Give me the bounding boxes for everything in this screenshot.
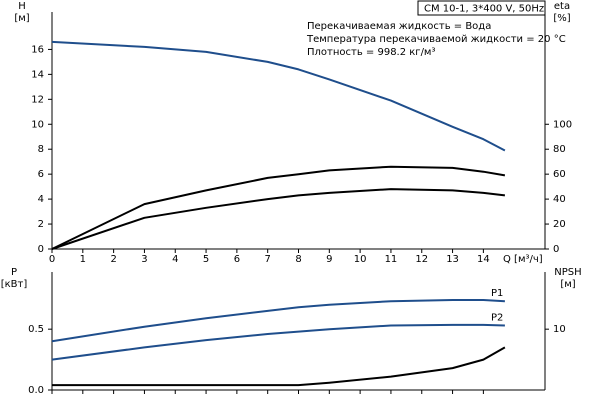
annotation: Перекачиваемая жидкость = Вода (307, 21, 491, 32)
y2-tick-label: 100 (553, 119, 572, 130)
y2-axis-label: eta (554, 1, 570, 12)
y-tick-label: 0.0 (28, 385, 44, 396)
y-tick-label: 2 (38, 219, 44, 230)
x-tick-label: 8 (295, 254, 301, 265)
x-tick-label: 5 (203, 254, 209, 265)
y2-tick-label: 10 (553, 324, 566, 335)
y2-tick-label: 40 (553, 194, 566, 205)
y-axis-unit: [м] (14, 13, 29, 24)
y-tick-label: 14 (31, 69, 44, 80)
y-tick-label: 0 (38, 244, 44, 255)
annotation: Плотность = 998.2 кг/м³ (307, 47, 436, 58)
curve (51, 323, 505, 361)
y-tick-label: 10 (31, 119, 44, 130)
y-tick-label: 12 (31, 94, 44, 105)
x-tick-label: 3 (141, 254, 147, 265)
y2-tick-label: 20 (553, 219, 566, 230)
y-axis-label: H (18, 1, 26, 12)
y2-axis-unit: [м] (560, 279, 575, 290)
series-label: P2 (491, 313, 503, 324)
title-box (417, 0, 546, 16)
x-tick-label: 6 (234, 254, 240, 265)
x-tick-label: 14 (477, 254, 490, 265)
y2-axis-unit: [%] (553, 13, 570, 24)
x-axis-label: Q [м³/ч] (503, 254, 543, 265)
x-tick-label: 10 (354, 254, 367, 265)
x-tick-label: 11 (385, 254, 398, 265)
y-axis-unit: [кВт] (1, 279, 28, 290)
y-tick-label: 0.5 (28, 324, 44, 335)
curve (51, 165, 506, 250)
y-tick-label: 6 (38, 169, 44, 180)
y-axis-label: P (11, 267, 17, 278)
chart-title: CM 10-1, 3*400 V, 50Hz (424, 4, 544, 15)
y-tick-label: 4 (38, 194, 44, 205)
y2-tick-label: 0 (553, 244, 559, 255)
x-tick-label: 0 (49, 254, 55, 265)
y2-tick-label: 80 (553, 144, 566, 155)
x-tick-label: 2 (110, 254, 116, 265)
x-tick-label: 12 (415, 254, 428, 265)
x-tick-label: 13 (446, 254, 459, 265)
y2-axis-label: NPSH (554, 267, 581, 278)
annotation: Температура перекачиваемой жидкости = 20… (306, 34, 566, 45)
x-tick-label: 9 (326, 254, 332, 265)
x-tick-label: 1 (80, 254, 86, 265)
x-tick-label: 4 (172, 254, 178, 265)
curve (52, 346, 506, 387)
y-tick-label: 8 (38, 144, 44, 155)
y2-tick-label: 60 (553, 169, 566, 180)
curve (51, 188, 506, 250)
curve (51, 299, 505, 343)
y-tick-label: 16 (31, 44, 44, 55)
x-tick-label: 7 (265, 254, 271, 265)
curve (51, 40, 506, 152)
series-label: P1 (491, 288, 503, 299)
